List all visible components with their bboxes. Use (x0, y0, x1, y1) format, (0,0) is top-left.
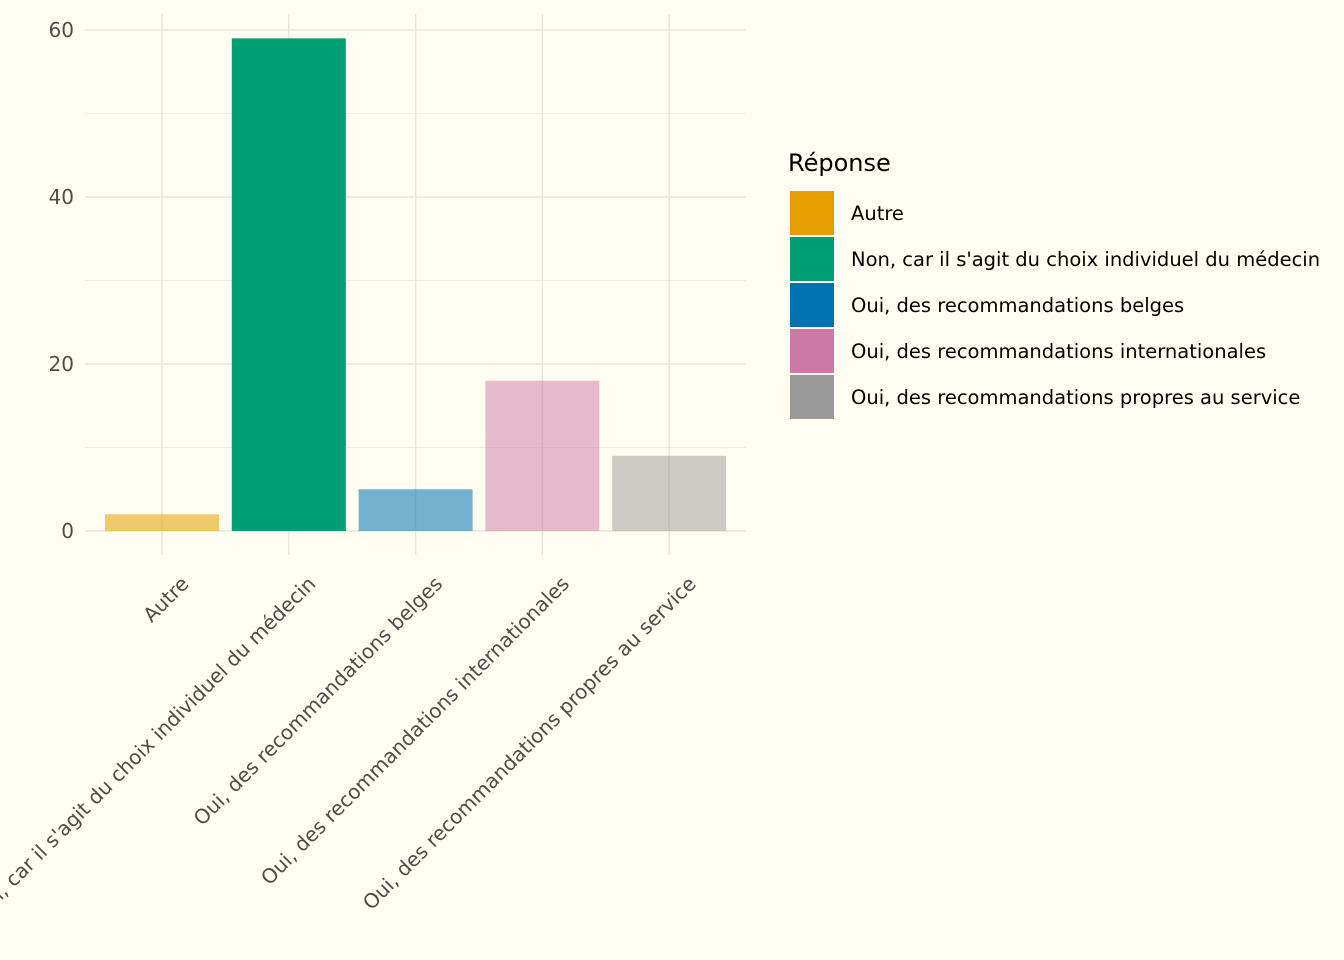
legend: Réponse Autre Non, car il s'agit du choix… (788, 149, 1320, 419)
y-tick-label: 0 (61, 519, 74, 543)
bar (105, 514, 219, 531)
legend-label: Autre (851, 202, 904, 225)
bars (105, 38, 727, 531)
bar (358, 489, 473, 531)
y-tick-label: 60 (49, 18, 74, 42)
x-tick-label: Autre (138, 572, 193, 627)
legend-label: Oui, des recommandations internationales (851, 340, 1266, 363)
legend-key (790, 283, 834, 327)
y-axis: 0 20 40 60 (49, 18, 74, 543)
legend-key (790, 375, 834, 419)
bar (231, 38, 346, 531)
bar (485, 380, 600, 531)
legend-key (790, 191, 834, 235)
legend-label: Oui, des recommandations belges (851, 294, 1184, 317)
legend-title: Réponse (788, 149, 891, 177)
legend-key (790, 329, 834, 373)
x-tick-label: Oui, des recommandations belges (189, 572, 448, 831)
y-tick-label: 40 (49, 185, 74, 209)
y-tick-label: 20 (49, 352, 74, 376)
legend-label: Non, car il s'agit du choix individuel d… (851, 248, 1320, 271)
legend-label: Oui, des recommandations propres au serv… (851, 386, 1300, 409)
legend-key (790, 237, 834, 281)
bar (612, 455, 727, 531)
